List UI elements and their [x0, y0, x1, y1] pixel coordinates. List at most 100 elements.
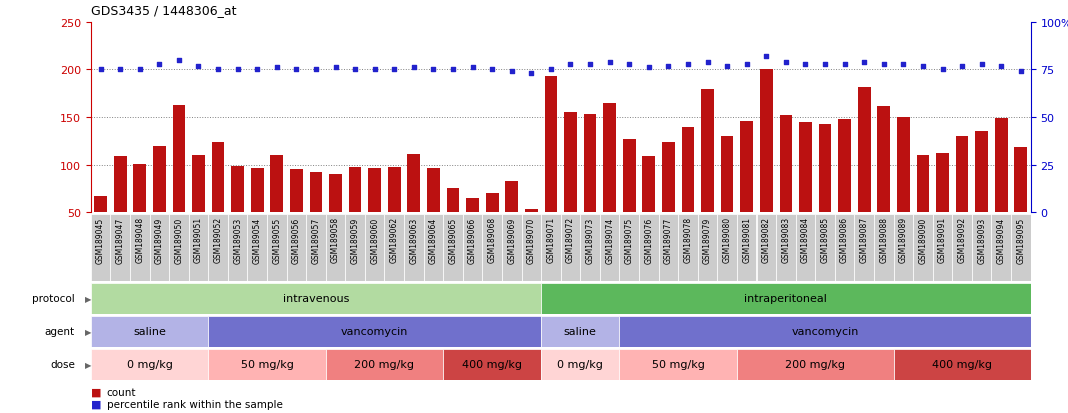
Bar	[678, 215, 697, 281]
Text: saline: saline	[564, 326, 597, 337]
Text: 0 mg/kg: 0 mg/kg	[127, 359, 172, 370]
Bar	[838, 120, 851, 260]
Point	[855, 59, 873, 66]
Text: GSM189054: GSM189054	[253, 217, 262, 263]
Text: dose: dose	[50, 359, 75, 370]
Point	[190, 63, 207, 70]
Bar	[211, 142, 224, 260]
Bar	[894, 215, 913, 281]
Bar	[580, 215, 600, 281]
Bar	[286, 215, 307, 281]
Text: GSM189045: GSM189045	[96, 217, 105, 263]
Bar	[114, 157, 126, 260]
Point	[464, 65, 481, 71]
Bar	[91, 215, 110, 281]
Bar	[388, 167, 400, 260]
Point	[562, 61, 579, 68]
Text: GSM189056: GSM189056	[292, 217, 301, 263]
Text: 400 mg/kg: 400 mg/kg	[932, 359, 992, 370]
Point	[836, 61, 853, 68]
Point	[778, 59, 795, 66]
Bar	[662, 142, 675, 260]
Bar	[462, 215, 483, 281]
Text: ▶: ▶	[85, 294, 92, 303]
Point	[405, 65, 422, 71]
Text: GSM189095: GSM189095	[1017, 217, 1025, 263]
Point	[719, 63, 736, 70]
Bar	[173, 105, 185, 260]
Text: GSM189066: GSM189066	[468, 217, 477, 263]
Bar	[384, 215, 404, 281]
Text: GSM189090: GSM189090	[918, 217, 927, 263]
Bar	[365, 215, 384, 281]
Point	[131, 67, 148, 74]
Point	[933, 67, 951, 74]
Point	[954, 63, 971, 70]
Point	[327, 65, 344, 71]
Text: GSM189050: GSM189050	[174, 217, 184, 263]
Bar	[619, 349, 737, 380]
Bar	[446, 189, 459, 260]
Bar	[659, 215, 678, 281]
Point	[1012, 69, 1030, 76]
Bar	[150, 215, 169, 281]
Text: ▶: ▶	[85, 327, 92, 336]
Bar	[737, 215, 756, 281]
Text: GSM189047: GSM189047	[115, 217, 125, 263]
Bar	[932, 215, 953, 281]
Text: GSM189055: GSM189055	[272, 217, 281, 263]
Text: GDS3435 / 1448306_at: GDS3435 / 1448306_at	[91, 4, 236, 17]
Bar	[290, 170, 302, 260]
Bar	[424, 215, 443, 281]
Text: GSM189088: GSM189088	[879, 217, 889, 263]
Bar	[737, 349, 894, 380]
Text: GSM189084: GSM189084	[801, 217, 810, 263]
Text: 200 mg/kg: 200 mg/kg	[785, 359, 845, 370]
Point	[993, 63, 1010, 70]
Bar	[267, 215, 286, 281]
Text: GSM189086: GSM189086	[841, 217, 849, 263]
Text: GSM189079: GSM189079	[703, 217, 712, 263]
Text: GSM189072: GSM189072	[566, 217, 575, 263]
Bar	[521, 215, 541, 281]
Bar	[878, 106, 890, 260]
Point	[111, 67, 128, 74]
Bar	[227, 215, 248, 281]
Point	[621, 61, 638, 68]
Text: 400 mg/kg: 400 mg/kg	[462, 359, 522, 370]
Bar	[502, 215, 521, 281]
Text: vancomycin: vancomycin	[341, 326, 408, 337]
Point	[581, 61, 598, 68]
Bar	[835, 215, 854, 281]
Bar	[427, 169, 440, 260]
Point	[797, 61, 814, 68]
Bar	[110, 215, 130, 281]
Bar	[815, 215, 835, 281]
Point	[386, 67, 403, 74]
Point	[640, 65, 657, 71]
Bar	[368, 169, 381, 260]
Text: GSM189074: GSM189074	[606, 217, 614, 263]
Point	[973, 61, 990, 68]
Text: GSM189087: GSM189087	[860, 217, 868, 263]
Point	[484, 67, 501, 74]
Bar	[619, 316, 1031, 347]
Text: 50 mg/kg: 50 mg/kg	[651, 359, 705, 370]
Point	[679, 61, 696, 68]
Text: GSM189068: GSM189068	[488, 217, 497, 263]
Bar	[270, 156, 283, 260]
Bar	[208, 215, 227, 281]
Text: GSM189083: GSM189083	[782, 217, 790, 263]
Bar	[326, 349, 443, 380]
Bar	[702, 90, 713, 260]
Text: GSM189053: GSM189053	[233, 217, 242, 263]
Bar	[564, 113, 577, 260]
Text: GSM189077: GSM189077	[664, 217, 673, 263]
Bar	[600, 215, 619, 281]
Point	[346, 67, 363, 74]
Text: GSM189071: GSM189071	[547, 217, 555, 263]
Bar	[953, 215, 972, 281]
Point	[522, 71, 539, 77]
Text: GSM189063: GSM189063	[409, 217, 419, 263]
Bar	[208, 316, 541, 347]
